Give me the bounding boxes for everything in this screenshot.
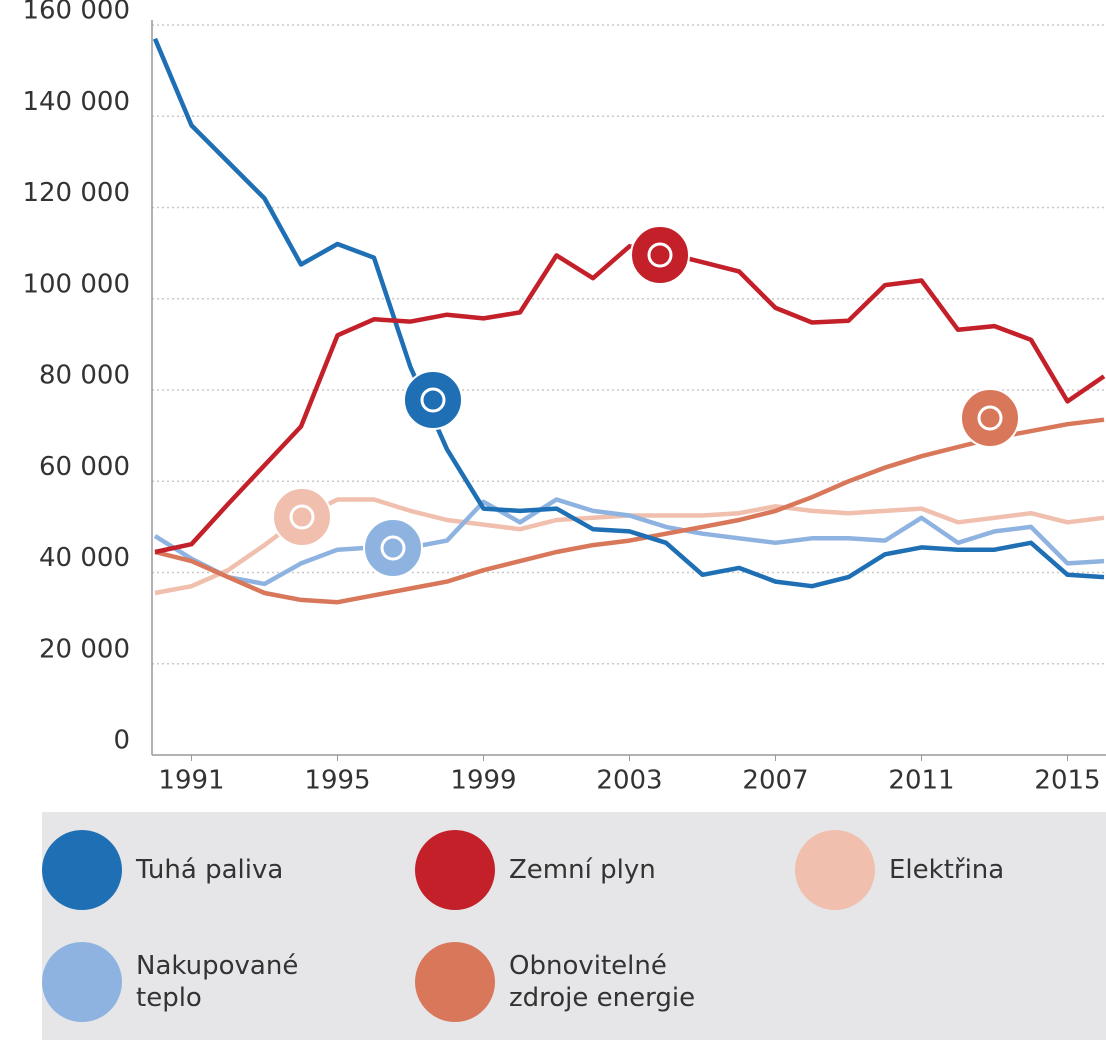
x-tick-label: 2015: [1034, 766, 1100, 796]
legend-item: Tuhá paliva: [42, 830, 286, 910]
legend-icon: [42, 830, 122, 910]
legend-icon: [795, 830, 875, 910]
y-tick-label: 80 000: [39, 361, 130, 391]
x-tick-label: 1999: [450, 766, 516, 796]
x-tick-label: 1991: [158, 766, 224, 796]
line-icon-glyph: [380, 535, 406, 561]
legend-item: Nakupované teplo: [42, 942, 299, 1022]
x-tick-label: 2007: [742, 766, 808, 796]
legend-label: Zemní plyn: [509, 855, 656, 885]
series-line: [154, 244, 1106, 555]
x-tick-label: 2011: [888, 766, 954, 796]
legend-label: Obnovitelné zdroje energie: [509, 951, 696, 1013]
line-icon-glyph: [647, 242, 673, 268]
y-tick-label: 160 000: [22, 0, 130, 26]
series-line: [153, 497, 1105, 587]
legend: Tuhá paliva Zemní plyn Elektřina Nakupované…: [42, 812, 1106, 1040]
legend-item: Zemní plyn: [415, 830, 659, 910]
legend-label: Nakupované teplo: [136, 951, 299, 1013]
y-tick-label: 140 000: [22, 87, 130, 117]
legend-icon: [42, 942, 122, 1022]
y-tick-label: 100 000: [22, 269, 130, 299]
chart: 0 20 000 40 000 60 000 80 000 100 000 120 000 1…: [22, 0, 1106, 796]
line-icon: [630, 225, 690, 285]
line-icon-glyph: [420, 387, 446, 413]
legend-label: Elektřina: [889, 855, 1005, 885]
line-icon-glyph: [289, 504, 315, 530]
line-icon: [960, 388, 1020, 448]
line-icon-glyph: [977, 405, 1003, 431]
legend-item: Obnovitelné zdroje energie: [415, 942, 739, 1022]
x-tick-label: 2003: [596, 766, 662, 796]
line-icon: [363, 518, 423, 578]
y-tick-label: 120 000: [22, 178, 130, 208]
x-tick-label: 1995: [304, 766, 370, 796]
series-line: [152, 37, 1105, 589]
legend-icon: [415, 830, 495, 910]
legend-item: Elektřina: [795, 830, 1106, 910]
line-icon: [403, 370, 463, 430]
line-icon: [272, 487, 332, 547]
y-tick-label: 40 000: [39, 543, 130, 573]
legend-label: Tuhá paliva: [136, 855, 284, 885]
y-tick-label: 0: [113, 726, 130, 756]
series-line: [154, 417, 1105, 605]
y-tick-label: 60 000: [39, 452, 130, 482]
legend-icon: [415, 942, 495, 1022]
y-tick-label: 20 000: [39, 634, 130, 664]
